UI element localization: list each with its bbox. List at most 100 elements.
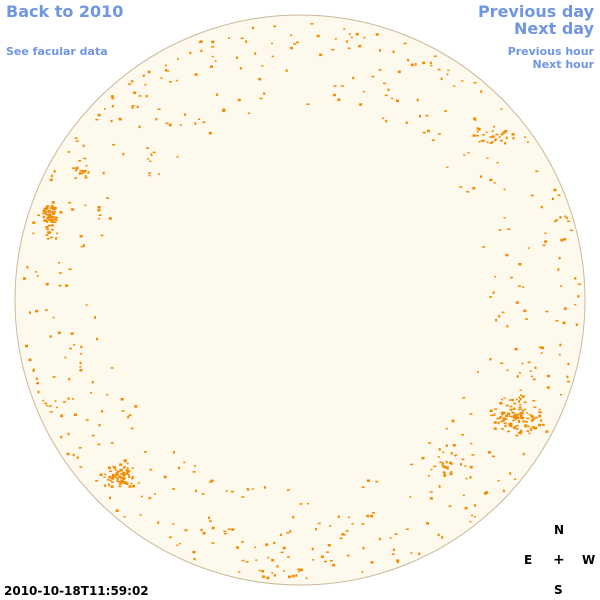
facula-mark — [47, 231, 50, 234]
facula-mark — [535, 426, 537, 430]
facula-mark — [42, 210, 46, 213]
facula-mark — [95, 480, 99, 482]
facula-mark — [522, 420, 525, 423]
facula-mark — [511, 398, 514, 402]
facula-mark — [347, 47, 351, 49]
facula-mark — [69, 347, 72, 350]
facula-mark — [489, 178, 493, 182]
facula-mark — [297, 568, 301, 570]
facula-mark — [45, 234, 49, 236]
facula-mark — [327, 544, 331, 547]
facula-mark — [53, 221, 57, 223]
facula-mark — [261, 570, 265, 573]
facula-mark — [392, 50, 395, 53]
facula-mark — [176, 544, 179, 546]
facula-mark — [459, 186, 463, 188]
facula-mark — [438, 485, 441, 488]
facula-mark — [449, 462, 453, 465]
facula-mark — [35, 377, 38, 380]
facula-mark — [67, 432, 70, 436]
facula-mark — [476, 130, 479, 133]
facula-mark — [505, 418, 508, 420]
facula-mark — [78, 172, 82, 175]
facula-mark — [454, 454, 456, 457]
facula-mark — [72, 344, 75, 346]
facula-mark — [53, 207, 57, 210]
facula-mark — [490, 414, 494, 417]
facula-mark — [271, 558, 275, 562]
facula-mark — [559, 343, 562, 347]
facula-mark — [469, 520, 472, 523]
facula-mark — [126, 471, 129, 473]
facula-mark — [48, 405, 52, 407]
facula-mark — [478, 141, 481, 143]
facula-mark — [494, 138, 497, 142]
back-to-year-link[interactable]: Back to 2010 — [6, 2, 124, 21]
facula-mark — [430, 468, 433, 471]
facula-mark — [371, 75, 375, 78]
facula-mark — [128, 470, 131, 472]
facula-mark — [67, 397, 70, 400]
facula-mark — [504, 424, 507, 428]
facula-mark — [540, 205, 543, 209]
facula-mark — [405, 121, 408, 124]
facula-mark — [54, 219, 58, 221]
facula-mark — [489, 409, 493, 412]
facula-mark — [78, 447, 82, 449]
facula-mark — [79, 466, 83, 468]
facula-mark — [528, 414, 531, 416]
facula-mark — [121, 476, 124, 479]
facula-mark — [379, 49, 381, 52]
facula-mark — [524, 408, 527, 411]
facula-mark — [57, 331, 61, 335]
facula-mark — [146, 147, 149, 149]
facula-mark — [516, 424, 519, 427]
facula-mark — [52, 316, 55, 319]
facula-mark — [513, 402, 517, 405]
compass-west-label: W — [582, 553, 596, 567]
facula-mark — [518, 400, 521, 403]
facula-mark — [513, 407, 515, 410]
previous-day-link[interactable]: Previous day — [477, 2, 594, 21]
facula-mark — [99, 473, 103, 476]
facula-mark — [409, 496, 412, 498]
facula-mark — [493, 413, 496, 416]
facula-mark — [175, 79, 178, 82]
facula-mark — [80, 353, 83, 355]
facula-mark — [538, 423, 542, 427]
facula-mark — [545, 310, 549, 313]
facula-mark — [521, 417, 524, 420]
next-hour-link[interactable]: Next hour — [532, 58, 595, 71]
facula-mark — [533, 428, 536, 430]
facula-mark — [147, 70, 151, 74]
see-facular-data-link[interactable]: See facular data — [6, 45, 108, 58]
next-day-link[interactable]: Next day — [514, 19, 594, 38]
facula-mark — [544, 232, 547, 234]
facula-mark — [79, 369, 83, 372]
facula-mark — [510, 276, 513, 279]
facula-mark — [58, 262, 60, 264]
facula-mark — [157, 108, 161, 110]
facula-mark — [98, 423, 101, 427]
facula-mark — [367, 479, 370, 482]
facula-mark — [492, 135, 495, 138]
facula-mark — [271, 572, 274, 574]
facula-mark — [110, 119, 113, 123]
facula-mark — [199, 40, 203, 43]
facula-mark — [132, 484, 136, 488]
facula-mark — [103, 476, 106, 478]
facula-mark — [329, 525, 332, 527]
previous-hour-link[interactable]: Previous hour — [507, 45, 594, 58]
facula-mark — [293, 43, 297, 45]
facula-mark — [518, 263, 522, 266]
facula-mark — [426, 522, 430, 525]
facula-mark — [160, 77, 163, 79]
facula-mark — [33, 368, 35, 371]
facula-mark — [60, 414, 64, 418]
facula-mark — [506, 369, 509, 371]
facula-mark — [97, 443, 101, 446]
facula-mark — [131, 105, 135, 107]
facula-mark — [72, 398, 75, 400]
facula-mark — [384, 94, 388, 97]
facula-mark — [462, 397, 466, 399]
